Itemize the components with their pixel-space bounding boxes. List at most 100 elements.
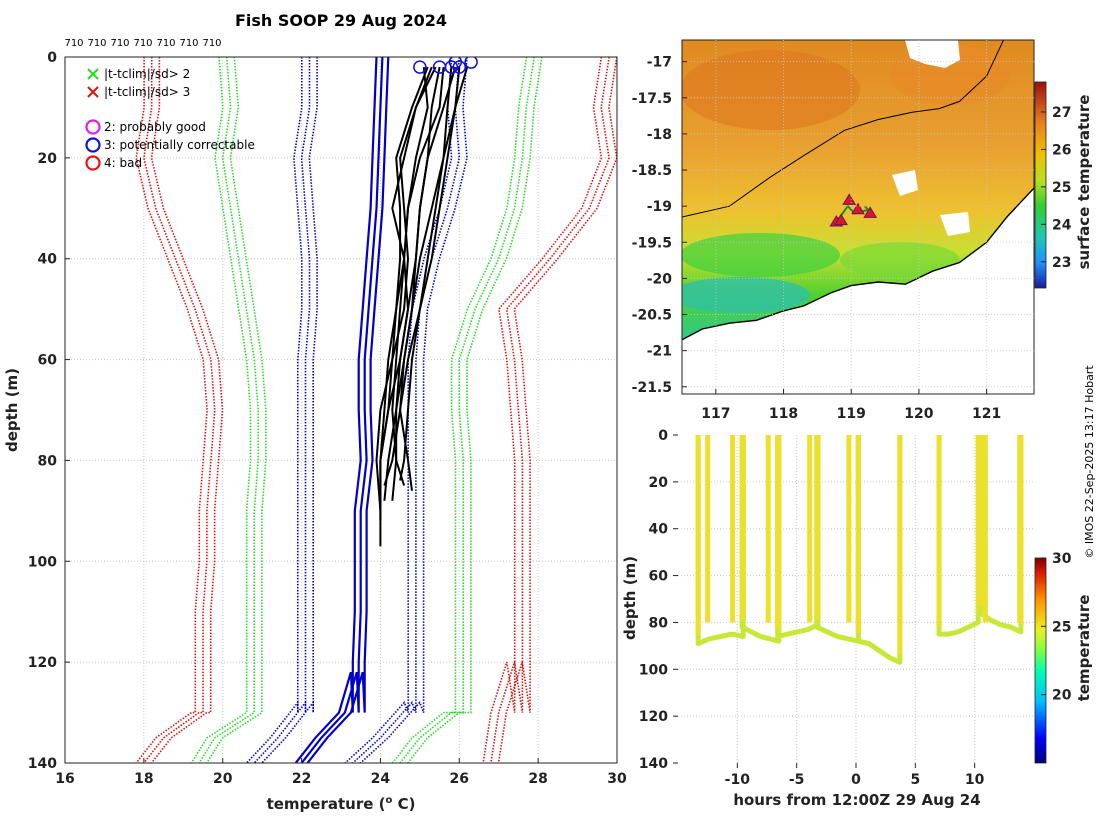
section-cast	[936, 435, 981, 637]
temperature-colorbar-tick-label: 20	[1052, 688, 1072, 704]
flag3-marker	[413, 60, 427, 74]
climatology-blue-left	[246, 57, 303, 763]
profile-axes-frame	[64, 56, 618, 764]
temperature-profile	[379, 66, 429, 547]
profile-xtick-label: 28	[528, 771, 547, 787]
sst-colorbar	[1034, 81, 1047, 289]
sst-colorbar-tick-label: 25	[1052, 180, 1071, 196]
map-ytick-label: -19.5	[632, 235, 672, 251]
sst-colorbar-ticks: 23 24 25 26 27	[1041, 105, 1072, 271]
legend-label: |t-tclim|/sd> 3	[104, 85, 190, 99]
profile-grid	[65, 57, 617, 763]
map-xtick-label: 120	[904, 406, 933, 422]
temperature-profile	[375, 67, 429, 511]
profile-ytick-label: 0	[47, 50, 57, 66]
profile-top-label: 710	[64, 38, 83, 49]
section-ytick-label: 60	[649, 569, 669, 585]
section-xtick-label: -5	[789, 772, 805, 788]
section-ytick-label: 120	[639, 709, 668, 725]
sst-colorbar-tick-label: 24	[1052, 217, 1072, 233]
map-ytick-label: -18	[647, 127, 672, 143]
profile-ticks: 16 18 20 22 24 26 28 30 0 20 40 60 80 100 120 140	[28, 50, 627, 787]
cast-marker	[851, 202, 865, 215]
sst-patches	[682, 45, 1010, 313]
profile-xtick-label: 24	[371, 771, 391, 787]
sst-colorbar-tick-label: 27	[1052, 105, 1071, 121]
climatology-sd2-right	[407, 57, 543, 763]
cast-marker	[842, 193, 857, 205]
temperature-profile	[399, 67, 461, 481]
sst-colorbar-tick-label: 26	[1052, 142, 1071, 158]
flag3-marker	[464, 57, 478, 69]
temperature-colorbar-tick-label: 30	[1052, 551, 1072, 567]
temperature-profile	[379, 66, 433, 521]
map-ytick-label: -17.5	[632, 91, 672, 107]
profile-ytick-label: 140	[28, 756, 57, 772]
map-ytick-label: -20	[647, 271, 673, 287]
section-cast	[814, 435, 861, 644]
cloud-patch-3	[940, 212, 970, 236]
section-cast	[695, 435, 746, 646]
profile-top-label: 710	[156, 38, 175, 49]
section-cast	[739, 435, 782, 644]
temperature-colorbar-ticks: 20 25 30	[1041, 551, 1072, 704]
map-xtick-label: 117	[701, 406, 730, 422]
climatology-sd2-left	[198, 57, 259, 763]
profile-top-labels: 710 710 710 710 710 710 710	[64, 38, 221, 49]
legend: |t-tclim|/sd> 2 |t-tclim|/sd> 3 2: probabl…	[85, 67, 255, 171]
land	[682, 188, 1034, 394]
legend-x-marker	[87, 68, 99, 80]
ship-track	[829, 193, 878, 227]
cast-marker	[834, 213, 848, 226]
map-ytick-label: -21	[647, 344, 672, 360]
sst-colorbar-tick-label: 23	[1052, 255, 1071, 271]
profile-ytick-label: 80	[38, 453, 58, 469]
profile-xlabel: temperature (o C)	[267, 795, 416, 813]
climatology-sd2-right	[399, 57, 535, 763]
section-ytick-label: 100	[639, 662, 668, 678]
temperature-colorbar-label: temperature	[1075, 595, 1093, 702]
temperature-profile	[383, 66, 441, 501]
climatology-blue-right	[352, 57, 461, 763]
section-xtick-label: 10	[965, 772, 985, 788]
profile-panel: 710 710 710 710 710 710 710 16 18 20 22 24 26 28 30 0 2…	[3, 38, 627, 813]
profile-top-label: 710	[179, 38, 198, 49]
climatology-sd2-left	[190, 57, 252, 763]
map-axes-frame	[681, 39, 1035, 395]
cast-marker	[863, 206, 878, 218]
profile-top-label: 710	[87, 38, 106, 49]
flag-markers	[413, 57, 478, 74]
isobath-line	[682, 40, 1004, 218]
map-ytick-label: -21.5	[632, 380, 672, 396]
map-xtick-label: 118	[769, 406, 798, 422]
temperature-profiles	[375, 66, 469, 547]
legend-label: 4: bad	[104, 156, 142, 170]
temperature-profile	[399, 67, 453, 491]
section-xlabel: hours from 12:00Z 29 Aug 24	[733, 791, 980, 809]
legend-label: 3: potentially correctable	[104, 138, 255, 152]
climatology-mean	[300, 57, 384, 763]
coastline	[682, 187, 1034, 341]
map-ytick-label: -17	[647, 55, 672, 71]
chart-title: Fish SOOP 29 Aug 2024	[235, 11, 447, 30]
section-ytick-label: 0	[658, 428, 668, 444]
profile-ylabel: depth (m)	[3, 368, 21, 452]
climatology-sd3-right	[497, 57, 617, 763]
climatology-sd3-left	[143, 57, 216, 763]
map-xtick-label: 121	[972, 406, 1001, 422]
climatology-mean	[306, 57, 390, 763]
climatology-mean	[294, 57, 378, 763]
climatology-sd2-right	[391, 57, 528, 763]
profile-xtick-label: 20	[213, 771, 233, 787]
profile-top-label: 710	[133, 38, 152, 49]
profile-xtick-label: 26	[450, 771, 469, 787]
section-xtick-label: -10	[725, 772, 751, 788]
map-ytick-label: -18.5	[632, 163, 672, 179]
section-ylabel: depth (m)	[621, 556, 639, 640]
cloud-patch-2	[892, 170, 918, 196]
profile-ytick-label: 20	[38, 151, 58, 167]
climatology-sd3-right	[490, 57, 610, 763]
profile-xtick-label: 16	[55, 771, 74, 787]
